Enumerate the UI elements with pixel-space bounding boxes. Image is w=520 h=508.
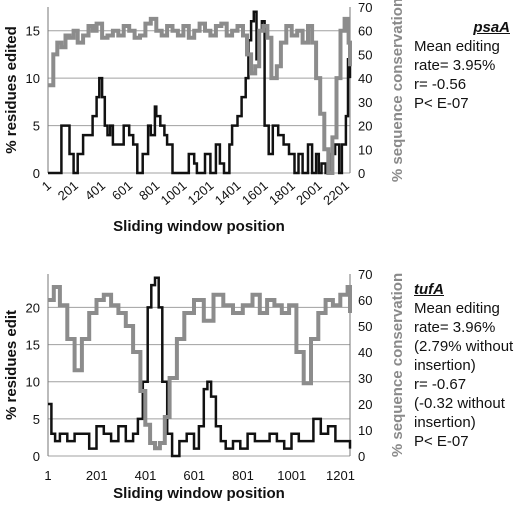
tufA-note-line: (2.79% without: [414, 338, 514, 355]
y-right-axis-title: % sequence conservation: [389, 0, 406, 182]
y-right-tick-label: 10: [358, 423, 372, 438]
y-left-axis-title: % residues edited: [3, 26, 20, 154]
tufA-note-line: insertion): [414, 357, 476, 374]
x-tick-label: 1401: [212, 178, 244, 208]
x-tick-label: 1201: [326, 468, 355, 483]
x-tick-label: 801: [136, 178, 162, 203]
x-tick-label: 601: [183, 468, 205, 483]
x-tick-label: 2201: [320, 178, 352, 208]
x-tick-label: 1001: [277, 468, 306, 483]
y-right-tick-label: 70: [358, 0, 372, 15]
y-right-tick-label: 0: [358, 166, 365, 181]
y-right-tick-label: 40: [358, 71, 372, 86]
x-tick-label: 2001: [293, 178, 325, 208]
tufA-annotation: tufA Mean editing rate= 3.96% (2.79% wit…: [414, 280, 518, 451]
y-right-tick-label: 20: [358, 119, 372, 134]
y-right-tick-label: 70: [358, 267, 372, 282]
x-tick-label: 801: [232, 468, 254, 483]
y-left-tick-label: 5: [33, 119, 40, 134]
y-left-tick-label: 0: [33, 449, 40, 464]
y-left-tick-label: 20: [26, 300, 40, 315]
x-tick-label: 1: [44, 468, 51, 483]
y-left-tick-label: 15: [26, 338, 40, 353]
x-tick-label: 601: [109, 178, 135, 203]
x-tick-label: 1: [39, 178, 54, 194]
tufA-note-line: insertion): [414, 414, 476, 431]
y-right-tick-label: 50: [358, 319, 372, 334]
y-left-tick-label: 0: [33, 166, 40, 181]
psaA-gene-label: psaA: [473, 19, 510, 36]
x-tick-label: 1001: [158, 178, 190, 208]
y-right-tick-label: 30: [358, 371, 372, 386]
y-right-tick-label: 10: [358, 142, 372, 157]
x-tick-label: 201: [86, 468, 108, 483]
y-left-tick-label: 10: [26, 71, 40, 86]
x-tick-label: 401: [82, 178, 108, 203]
y-right-tick-label: 60: [358, 293, 372, 308]
conservation-series-line: [48, 285, 352, 451]
x-tick-label: 1801: [266, 178, 298, 208]
psaA-annotation: psaA Mean editing rate= 3.95% r= -0.56 P…: [414, 18, 510, 113]
psaA-note-line: Mean editing: [414, 38, 500, 55]
x-axis-title: Sliding window position: [113, 218, 285, 235]
tufA-note-line: (-0.32 without: [414, 395, 505, 412]
y-right-tick-label: 40: [358, 345, 372, 360]
tufA-note-line: rate= 3.96%: [414, 319, 496, 336]
x-tick-label: 201: [55, 178, 81, 203]
editing-series-line: [48, 10, 352, 175]
y-right-tick-label: 20: [358, 397, 372, 412]
x-tick-label: 401: [135, 468, 157, 483]
y-right-axis-title: % sequence conservation: [389, 273, 406, 457]
y-left-axis-title: % residues edit: [3, 310, 20, 420]
y-right-tick-label: 0: [358, 449, 365, 464]
y-right-tick-label: 30: [358, 95, 372, 110]
editing-series-line: [48, 276, 352, 458]
tufA-note-line: r= -0.67: [414, 376, 467, 393]
conservation-series-line: [48, 16, 352, 175]
x-tick-label: 1601: [239, 178, 271, 208]
psaA-note-line: r= -0.56: [414, 76, 467, 93]
y-left-tick-label: 10: [26, 375, 40, 390]
x-axis-title: Sliding window position: [113, 485, 285, 502]
y-right-tick-label: 60: [358, 24, 372, 39]
y-right-tick-label: 50: [358, 47, 372, 62]
psaA-note-line: rate= 3.95%: [414, 57, 496, 74]
x-tick-label: 1201: [185, 178, 217, 208]
y-left-tick-label: 15: [26, 24, 40, 39]
tufA-gene-label: tufA: [414, 281, 444, 298]
tufA-note-line: P< E-07: [414, 433, 469, 450]
tufA-note-line: Mean editing: [414, 300, 500, 317]
y-left-tick-label: 5: [33, 412, 40, 427]
psaA-note-line: P< E-07: [414, 95, 469, 112]
